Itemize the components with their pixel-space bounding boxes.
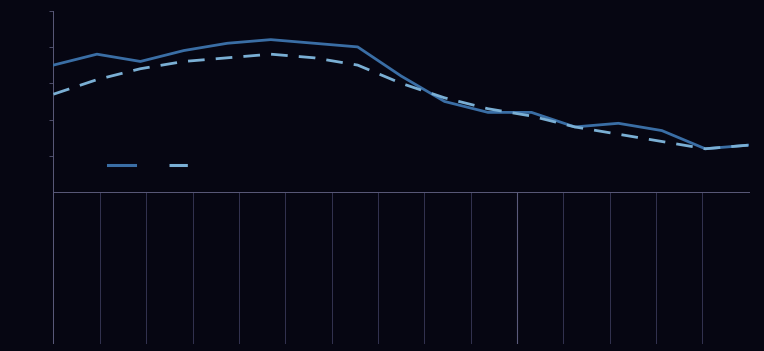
Legend: , : , <box>102 153 205 178</box>
